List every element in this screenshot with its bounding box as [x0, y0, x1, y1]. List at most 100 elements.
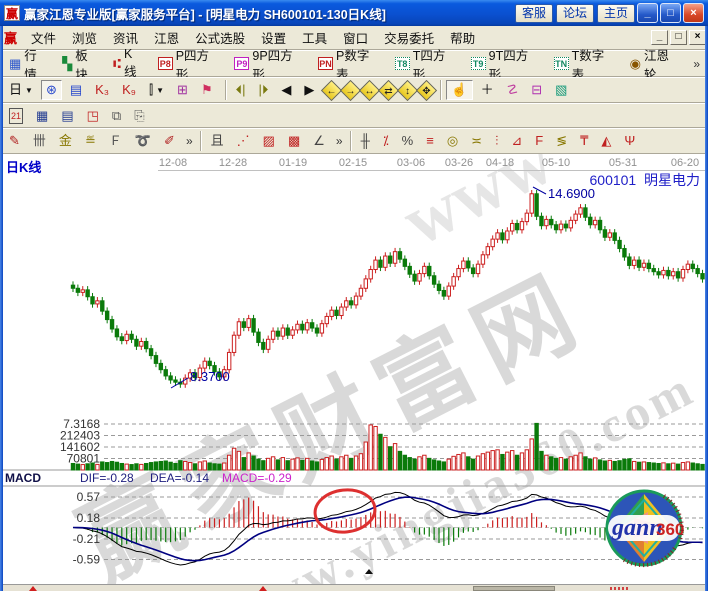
t-number-icon: TN	[553, 57, 569, 70]
angle-tool-button[interactable]: ⊿	[506, 131, 527, 151]
close-button[interactable]: ×	[683, 3, 704, 23]
gann360-logo: gann 360	[605, 489, 684, 568]
triangle-tool-icon: ◭	[601, 133, 612, 148]
kline9-button[interactable]: K₉	[117, 80, 141, 100]
toolbar-separator	[224, 80, 227, 100]
svg-text:12-28: 12-28	[219, 157, 247, 169]
first-bar-button[interactable]: ⏴|	[231, 80, 251, 100]
draw-groupA-overflow-button[interactable]: »	[185, 134, 193, 148]
app-icon: 赢	[4, 5, 20, 21]
wave-tool-button[interactable]: ≶	[551, 131, 572, 151]
gann-grid-tool-button[interactable]: Ψ	[619, 131, 640, 151]
gold-circle-tool-button[interactable]: ◎	[442, 131, 463, 151]
percent-tool-button[interactable]: %	[397, 131, 419, 151]
window-title: 赢家江恩专业版[赢家服务平台] - [明星电力 SH600101-130日K线]	[24, 7, 386, 22]
chip-tool-button[interactable]: ⊟	[526, 80, 547, 100]
kline-button[interactable]: ⑆ K线	[113, 47, 137, 79]
triangle-tool-button[interactable]: ◭	[596, 131, 616, 151]
f-line-tool-button[interactable]: Ｆ	[104, 131, 127, 151]
save-icon: ◳	[86, 107, 99, 123]
menu-trade[interactable]: 交易委托	[384, 32, 435, 46]
info-panel-button[interactable]: ▤	[65, 80, 87, 100]
prev-bar-button[interactable]: ◀	[276, 80, 296, 100]
gann-line-tool-icon: 卌	[32, 133, 46, 148]
shade-box-tool-button[interactable]: ▩	[283, 131, 305, 151]
menu-stock-picker[interactable]: 公式选股	[195, 32, 246, 46]
next-bar-button[interactable]: ▶	[299, 80, 319, 100]
hand-tool-icon: ☝	[451, 82, 468, 97]
forum-button[interactable]: 论坛	[556, 3, 594, 23]
matrix-board-button[interactable]: ▦	[31, 106, 53, 126]
signal-arrow-icon	[29, 586, 37, 591]
web-overlay-button[interactable]: ⊛	[40, 80, 62, 100]
kline-chart-canvas[interactable]: 12-08 12-28 01-19 02-15 03-06 03-26 04-18 05-10…	[0, 154, 708, 584]
menu-settings[interactable]: 设置	[261, 32, 287, 46]
menu-help[interactable]: 帮助	[450, 32, 476, 46]
period-candle-button[interactable]: 日 ▼	[4, 80, 38, 100]
wave-tool-icon: ≶	[556, 133, 568, 148]
menu-window[interactable]: 窗口	[343, 32, 369, 46]
minimize-button[interactable]: _	[637, 3, 658, 23]
menu-browse[interactable]: 浏览	[72, 32, 98, 46]
mdi-restore-button[interactable]: □	[670, 30, 687, 45]
spiral-tool-button[interactable]: ➰	[130, 131, 156, 151]
parallel-tool-button[interactable]: ≡	[421, 131, 439, 151]
menu-gann[interactable]: 江恩	[154, 32, 180, 46]
t-number-table-button[interactable]: TN T数字表	[553, 48, 605, 82]
gann-line-tool-button[interactable]: 卌	[28, 131, 51, 151]
marker-tool-button[interactable]: ☡	[502, 80, 524, 100]
mdi-close-button[interactable]: ×	[689, 30, 706, 45]
pattern-tool-button[interactable]: ▧	[550, 80, 572, 100]
toolbar1-overflow-button[interactable]: »	[693, 56, 701, 71]
homepage-button[interactable]: 主页	[597, 3, 635, 23]
print-button[interactable]: ⎘	[129, 106, 149, 126]
color-flag-icon: ⚑	[200, 82, 213, 97]
gold-ratio-tool-button[interactable]: ≍	[466, 131, 487, 151]
svg-text:0.18: 0.18	[77, 511, 101, 525]
scrollbar-thumb[interactable]	[473, 586, 555, 591]
frame-tool-button[interactable]: 且	[206, 131, 229, 151]
chart-area[interactable]: 赢家财富网 www.yingjia360.com www 12-08 12-28 0…	[0, 154, 708, 584]
macd-indicator-name[interactable]: MACD	[5, 471, 41, 485]
fan-box-tool-button[interactable]: ▨	[258, 131, 280, 151]
percent-angle-tool-icon: ⁒	[382, 133, 389, 148]
time-tool-button[interactable]: ₸	[575, 131, 593, 151]
save-button[interactable]: ◳	[82, 106, 104, 126]
thin-candle-button[interactable]: ⫿ ▼	[144, 80, 169, 100]
percent-angle-tool-button[interactable]: ⁒	[378, 131, 394, 151]
notes-button[interactable]: ▤	[56, 106, 78, 126]
scale-tool-button[interactable]: ╫	[356, 131, 375, 151]
expand-horizontal-icon: ↔	[364, 85, 375, 97]
kline3-button[interactable]: K₃	[90, 80, 114, 100]
gold-band-tool-button[interactable]: ≝	[80, 131, 101, 151]
t9-square-button[interactable]: T9 9T四方形	[466, 42, 546, 86]
crosshair-tool-button[interactable]: ＋	[476, 80, 499, 100]
p-number-table-button[interactable]: PN P数字表	[318, 48, 370, 82]
angle-line-tool-button[interactable]: ∠	[308, 131, 330, 151]
divider-tool-button[interactable]: ⫶	[490, 131, 503, 151]
menu-file[interactable]: 文件	[31, 32, 57, 46]
draw-groupB-overflow-button[interactable]: »	[335, 134, 343, 148]
p-square-button[interactable]: P8 P四方形	[157, 48, 210, 82]
hand-tool-button[interactable]: ☝	[446, 80, 473, 100]
mdi-minimize-button[interactable]: _	[651, 30, 668, 45]
signal-dots-icon	[610, 587, 628, 590]
menu-news[interactable]: 资讯	[113, 32, 139, 46]
calendar-button[interactable]: 21	[4, 105, 28, 127]
pen-tool-button[interactable]: ✐	[159, 131, 180, 151]
last-bar-button[interactable]: |⏵	[253, 80, 273, 100]
export-icon: ⧉	[111, 107, 122, 123]
gann-grid-button[interactable]: ⊞	[172, 80, 193, 100]
maximize-button[interactable]: □	[660, 3, 681, 23]
fan-tool-button[interactable]: ⋰	[232, 131, 255, 151]
support-button[interactable]: 客服	[515, 3, 553, 23]
move-all-button[interactable]: ✥	[416, 79, 438, 101]
export-button[interactable]: ⧉	[107, 106, 126, 126]
brush-tool-button[interactable]: ✎	[4, 131, 25, 151]
prev-bar-icon: ◀	[281, 82, 292, 97]
fibo-tool-button[interactable]: F	[530, 131, 548, 151]
gold-line-tool-button[interactable]: 金	[54, 131, 77, 151]
color-flag-button[interactable]: ⚑	[196, 80, 218, 100]
marker-tool-icon: ☡	[506, 82, 519, 97]
menu-tools[interactable]: 工具	[302, 32, 328, 46]
